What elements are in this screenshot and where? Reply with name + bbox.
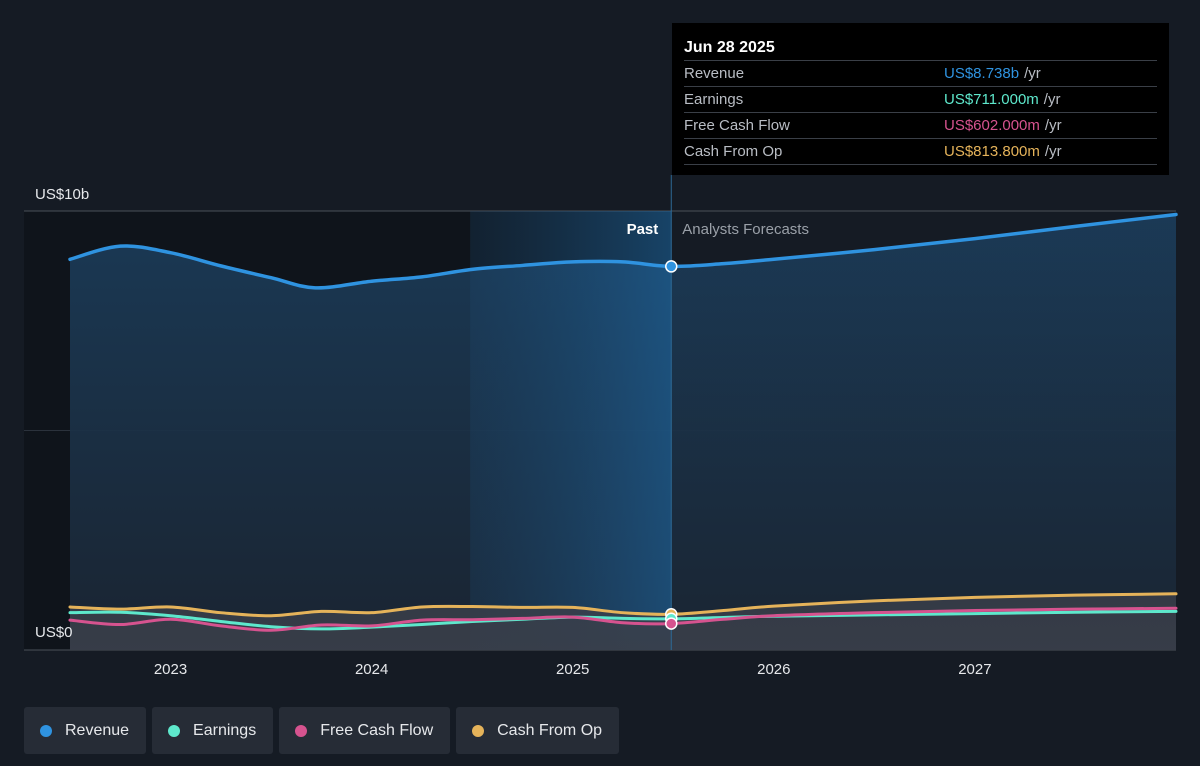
legend-item-earnings[interactable]: Earnings	[152, 707, 274, 754]
tooltip-row-revenue: Revenue US$8.738b /yr	[684, 60, 1157, 86]
past-label: Past	[627, 221, 659, 238]
y-axis-bottom-label: US$0	[35, 624, 73, 641]
tooltip: Jun 28 2025 Revenue US$8.738b /yr Earnin…	[672, 23, 1169, 175]
tooltip-row-earnings: Earnings US$711.000m /yr	[684, 86, 1157, 112]
legend-item-cash-from-op[interactable]: Cash From Op	[456, 707, 620, 754]
free-cash-flow-dot-icon	[295, 724, 308, 737]
tooltip-label: Revenue	[684, 65, 745, 82]
legend-label: Cash From Op	[497, 721, 603, 739]
tooltip-value: US$813.800m	[944, 143, 1040, 160]
tooltip-label: Earnings	[684, 91, 744, 108]
legend-label: Earnings	[193, 721, 257, 739]
chart-canvas: Past Analysts Forecasts US$10b US$0 2023…	[24, 175, 1178, 678]
x-tick-label: 2025	[556, 661, 589, 678]
legend-label: Revenue	[65, 721, 130, 739]
x-tick-label: 2026	[757, 661, 790, 678]
forecast-label: Analysts Forecasts	[682, 221, 809, 238]
tooltip-unit: /yr	[1024, 65, 1041, 82]
past-year-highlight	[470, 211, 672, 650]
legend-item-revenue[interactable]: Revenue	[24, 707, 147, 754]
revenue-dot-icon	[40, 724, 52, 737]
legend-label: Free Cash Flow	[320, 721, 434, 739]
cash-from-op-line	[68, 592, 1178, 618]
x-tick-label: 2023	[154, 661, 187, 678]
free-cash-flow-line	[68, 606, 1178, 632]
tooltip-unit: /yr	[1044, 143, 1062, 160]
y-axis-top-label: US$10b	[35, 186, 89, 203]
tooltip-unit: /yr	[1044, 117, 1062, 134]
tooltip-label: Free Cash Flow	[684, 117, 790, 134]
tooltip-unit: /yr	[1043, 91, 1061, 108]
tooltip-value: US$602.000m	[944, 117, 1040, 134]
legend: Revenue Earnings Free Cash Flow Cash Fro…	[24, 707, 620, 754]
tooltip-label: Cash From Op	[684, 143, 783, 160]
x-tick-label: 2024	[355, 661, 388, 678]
tooltip-value: US$8.738b	[944, 65, 1020, 82]
legend-item-free-cash-flow[interactable]: Free Cash Flow	[279, 707, 451, 754]
revenue-marker	[665, 260, 678, 273]
tooltip-row-free-cash-flow: Free Cash Flow US$602.000m /yr	[684, 112, 1157, 138]
free-cash-flow-marker	[665, 617, 678, 630]
cash-from-op-dot-icon	[472, 724, 485, 737]
tooltip-date: Jun 28 2025	[684, 39, 775, 56]
tooltip-value: US$711.000m	[944, 91, 1039, 108]
tooltip-row-cash-from-op: Cash From Op US$813.800m /yr	[684, 138, 1157, 165]
earnings-dot-icon	[168, 724, 181, 737]
x-tick-label: 2027	[958, 661, 991, 678]
revenue-line	[68, 212, 1178, 290]
